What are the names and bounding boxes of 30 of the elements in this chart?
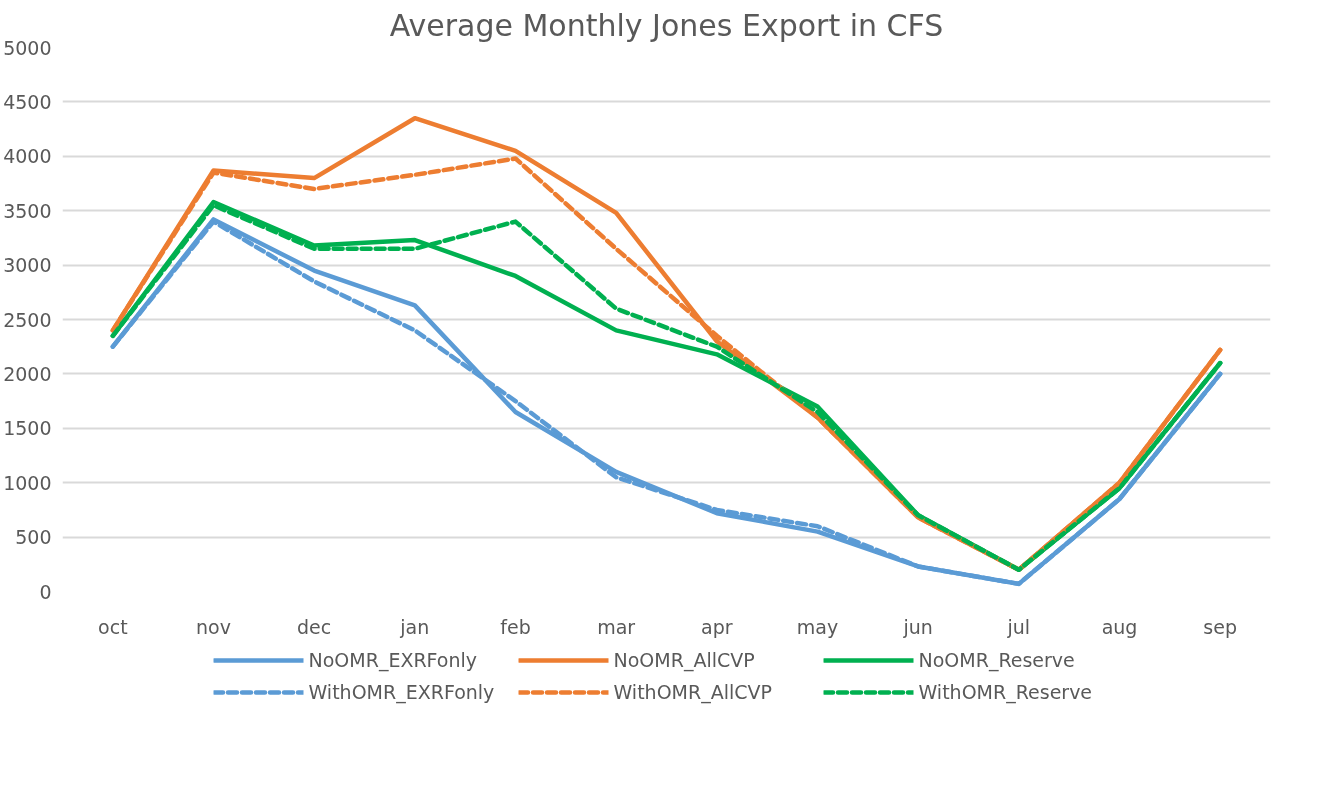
x-tick-label: apr xyxy=(701,615,733,638)
x-tick-label: jan xyxy=(399,615,430,638)
y-tick-label: 4500 xyxy=(3,90,52,113)
y-tick-label: 3000 xyxy=(3,254,52,277)
x-tick-label: sep xyxy=(1203,615,1237,638)
x-tick-label: nov xyxy=(196,615,231,638)
y-tick-label: 0 xyxy=(39,580,52,603)
x-tick-label: jun xyxy=(902,615,933,638)
x-tick-label: may xyxy=(796,615,839,638)
x-tick-label: jul xyxy=(1006,615,1031,638)
x-tick-label: mar xyxy=(597,615,636,638)
legend-label: NoOMR_Reserve xyxy=(918,649,1076,671)
x-tick-label: feb xyxy=(500,615,531,638)
x-tick-label: aug xyxy=(1101,615,1138,638)
y-tick-label: 3500 xyxy=(3,199,52,222)
legend-label: WithOMR_Reserve xyxy=(918,681,1094,703)
y-tick-label: 4000 xyxy=(3,145,52,168)
y-tick-label: 2000 xyxy=(3,362,52,385)
y-tick-label: 5000 xyxy=(3,36,52,59)
y-tick-label: 1000 xyxy=(3,471,52,494)
y-tick-label: 2500 xyxy=(3,308,52,331)
legend-label: NoOMR_AllCVP xyxy=(613,649,756,671)
chart-title: Average Monthly Jones Export in CFS xyxy=(389,7,944,43)
legend-label: NoOMR_EXRFonly xyxy=(308,649,479,671)
y-tick-label: 500 xyxy=(15,526,52,549)
legend-label: WithOMR_AllCVP xyxy=(613,681,773,703)
y-tick-label: 1500 xyxy=(3,417,52,440)
legend-label: WithOMR_EXRFonly xyxy=(308,681,496,703)
x-tick-label: oct xyxy=(98,615,128,638)
x-tick-label: dec xyxy=(297,615,332,638)
